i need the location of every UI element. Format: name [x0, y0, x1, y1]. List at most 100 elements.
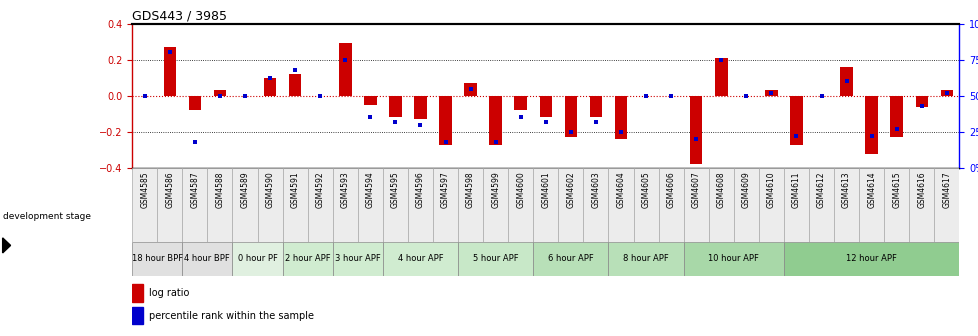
Bar [388, 96, 401, 118]
Text: GSM4590: GSM4590 [265, 172, 274, 208]
Bar [458, 168, 482, 242]
Bar [789, 96, 802, 144]
Text: GSM4604: GSM4604 [616, 172, 625, 208]
Bar [414, 96, 426, 119]
Bar [289, 74, 301, 96]
Bar [213, 90, 226, 96]
Bar [734, 168, 758, 242]
Bar [182, 168, 207, 242]
Bar [914, 96, 927, 107]
Bar [808, 168, 833, 242]
Text: GSM4600: GSM4600 [515, 172, 524, 208]
Bar [589, 96, 601, 118]
Bar [608, 168, 633, 242]
Bar [933, 168, 958, 242]
Bar [890, 96, 902, 137]
Bar [263, 78, 276, 96]
Text: GSM4594: GSM4594 [366, 172, 375, 208]
Text: GSM4591: GSM4591 [290, 172, 299, 208]
Text: GSM4587: GSM4587 [190, 172, 200, 208]
Bar [382, 168, 408, 242]
Bar [865, 96, 877, 154]
Bar [482, 168, 508, 242]
Bar [232, 168, 257, 242]
Text: GSM4597: GSM4597 [440, 172, 450, 208]
Text: GSM4614: GSM4614 [867, 172, 875, 208]
Text: 4 hour BPF: 4 hour BPF [184, 254, 230, 263]
Bar [132, 168, 157, 242]
Bar [283, 168, 307, 242]
Text: GSM4599: GSM4599 [491, 172, 500, 208]
Bar [357, 168, 382, 242]
Text: GSM4586: GSM4586 [165, 172, 174, 208]
Bar [382, 242, 458, 276]
Text: GSM4613: GSM4613 [841, 172, 850, 208]
Bar [364, 96, 377, 105]
Bar [909, 168, 933, 242]
Bar [883, 168, 909, 242]
Text: 10 hour APF: 10 hour APF [708, 254, 759, 263]
Text: development stage: development stage [3, 212, 91, 221]
Text: GSM4611: GSM4611 [791, 172, 800, 208]
Text: GSM4589: GSM4589 [241, 172, 249, 208]
Text: GSM4612: GSM4612 [817, 172, 825, 208]
Bar [464, 83, 476, 96]
Text: GSM4592: GSM4592 [315, 172, 325, 208]
Text: GSM4588: GSM4588 [215, 172, 224, 208]
Bar [765, 90, 777, 96]
Bar [207, 168, 232, 242]
Bar [783, 242, 958, 276]
Bar [232, 242, 283, 276]
Text: 2 hour APF: 2 hour APF [285, 254, 331, 263]
Bar [132, 242, 182, 276]
Bar [408, 168, 432, 242]
Text: GSM4585: GSM4585 [140, 172, 149, 208]
Bar [489, 96, 502, 144]
Bar [758, 168, 783, 242]
Text: GSM4596: GSM4596 [416, 172, 424, 208]
Text: GSM4593: GSM4593 [340, 172, 349, 208]
Bar [714, 58, 727, 96]
Bar [307, 168, 333, 242]
Text: 3 hour APF: 3 hour APF [334, 254, 380, 263]
Text: GSM4603: GSM4603 [591, 172, 600, 208]
Bar [533, 168, 557, 242]
Bar [458, 242, 533, 276]
Text: 8 hour APF: 8 hour APF [623, 254, 668, 263]
Bar [564, 96, 577, 137]
Bar [132, 284, 143, 302]
Text: GSM4616: GSM4616 [916, 172, 925, 208]
Text: GSM4610: GSM4610 [766, 172, 776, 208]
Text: 5 hour APF: 5 hour APF [472, 254, 518, 263]
Text: 12 hour APF: 12 hour APF [845, 254, 896, 263]
Bar [708, 168, 734, 242]
Text: GSM4595: GSM4595 [390, 172, 399, 208]
Bar [333, 168, 357, 242]
Text: 6 hour APF: 6 hour APF [548, 254, 593, 263]
Text: GSM4605: GSM4605 [641, 172, 650, 208]
Bar [539, 96, 552, 118]
Bar [783, 168, 808, 242]
Bar [614, 96, 627, 139]
Text: GSM4606: GSM4606 [666, 172, 675, 208]
Text: GSM4617: GSM4617 [942, 172, 951, 208]
Text: GSM4607: GSM4607 [691, 172, 700, 208]
Bar [608, 242, 683, 276]
Bar [658, 168, 683, 242]
Bar [508, 168, 533, 242]
Text: 0 hour PF: 0 hour PF [238, 254, 277, 263]
Bar [132, 306, 143, 324]
Bar [859, 168, 883, 242]
Bar [583, 168, 608, 242]
Text: percentile rank within the sample: percentile rank within the sample [149, 311, 313, 321]
Text: 4 hour APF: 4 hour APF [397, 254, 443, 263]
Text: GDS443 / 3985: GDS443 / 3985 [132, 9, 227, 23]
Bar [432, 168, 458, 242]
Bar [439, 96, 451, 144]
Text: GSM4609: GSM4609 [741, 172, 750, 208]
Bar [513, 96, 526, 110]
Bar [157, 168, 182, 242]
Bar [283, 242, 333, 276]
Text: 18 hour BPF: 18 hour BPF [131, 254, 183, 263]
Bar [940, 90, 953, 96]
